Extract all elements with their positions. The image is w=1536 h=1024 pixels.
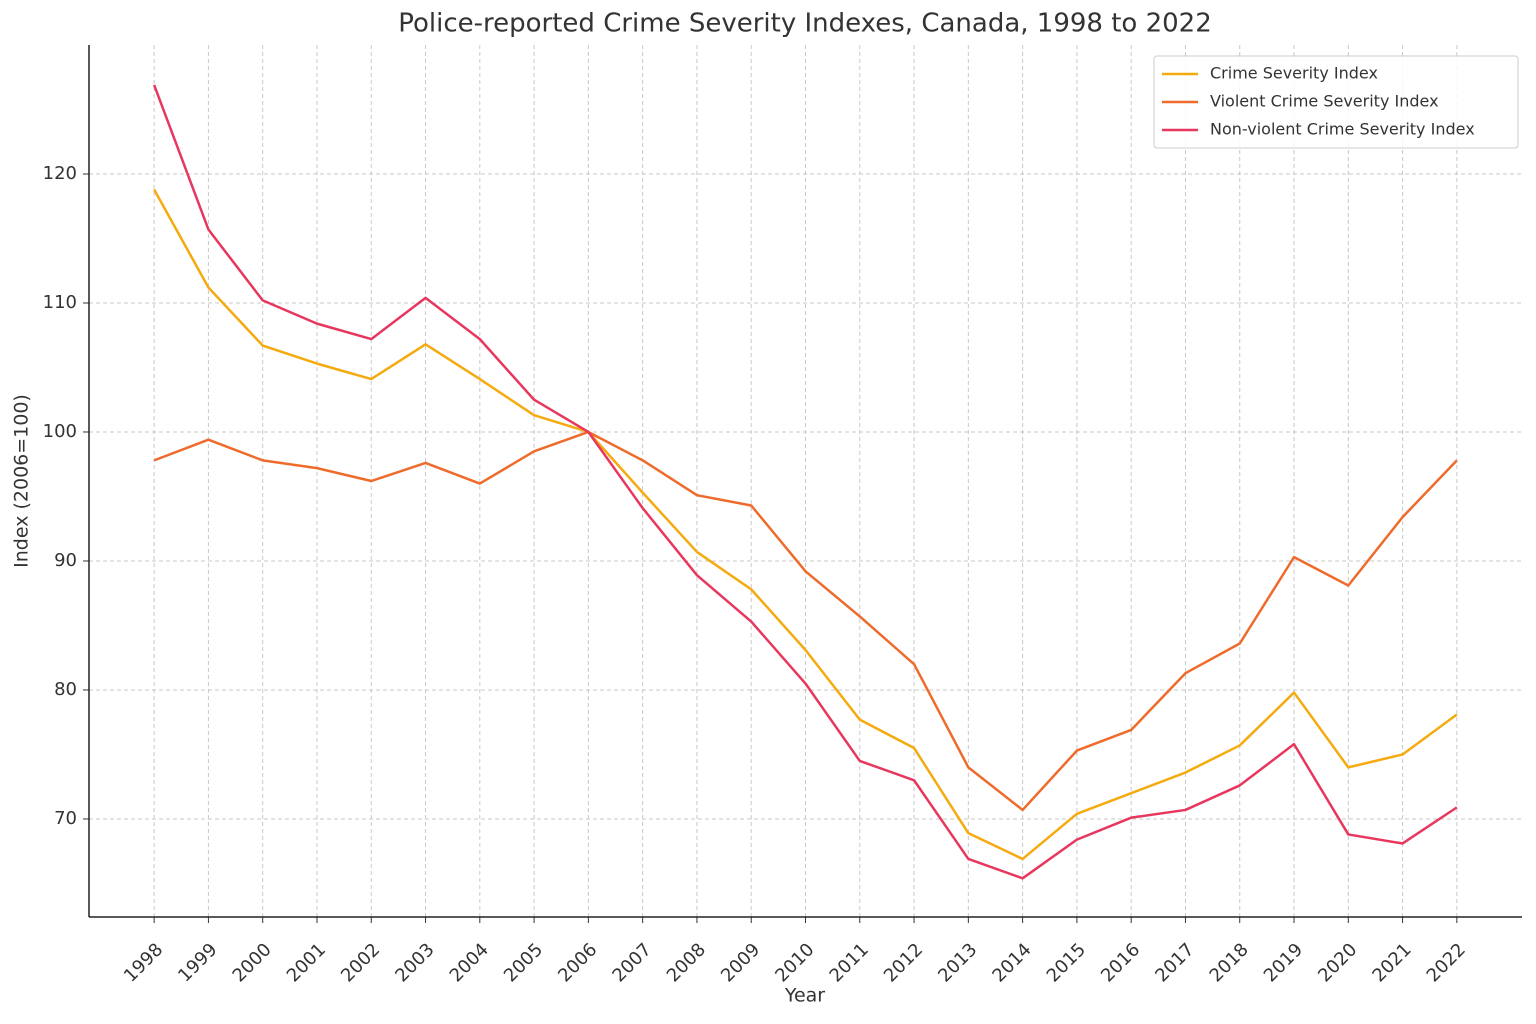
y-tick-label: 80 <box>54 679 77 700</box>
y-tick-label: 90 <box>54 550 77 571</box>
legend: Crime Severity Index Violent Crime Severi… <box>1153 55 1519 149</box>
legend-label: Violent Crime Severity Index <box>1210 92 1439 111</box>
y-tick-label: 120 <box>43 163 77 184</box>
legend-box <box>1153 55 1519 149</box>
y-axis-label: Index (2006=100) <box>11 394 33 568</box>
legend-label: Non-violent Crime Severity Index <box>1210 120 1475 139</box>
x-axis-label: Year <box>784 985 825 1007</box>
legend-label: Crime Severity Index <box>1210 64 1378 83</box>
chart-title: Police-reported Crime Severity Indexes, … <box>398 9 1212 39</box>
series-line <box>152 84 1458 880</box>
series-line <box>153 188 1458 861</box>
y-tick-label: 110 <box>43 292 77 313</box>
y-tick-label: 100 <box>43 421 77 442</box>
series-line <box>153 430 1458 812</box>
y-tick-label: 70 <box>54 808 77 829</box>
